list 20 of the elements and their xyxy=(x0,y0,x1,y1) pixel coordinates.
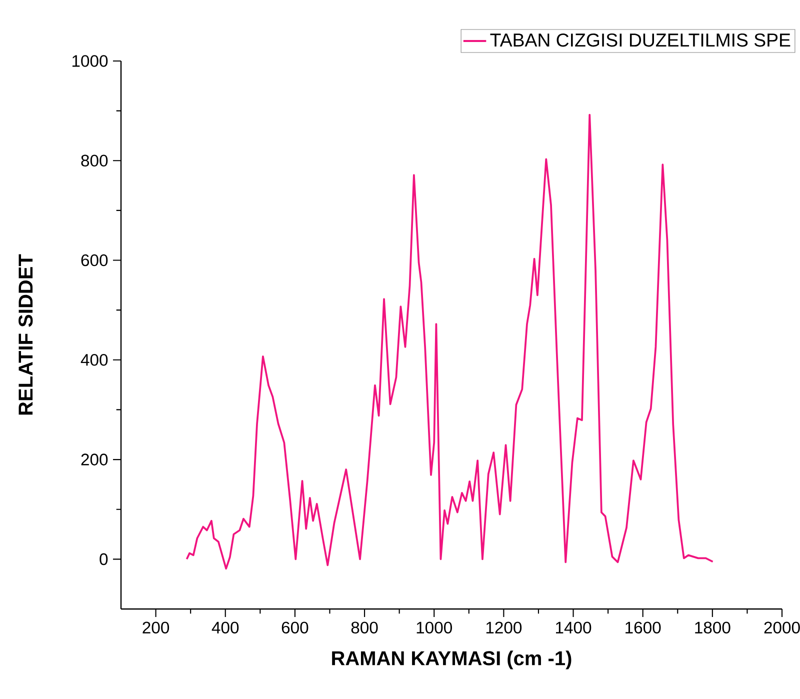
y-tick-label: 600 xyxy=(81,254,108,266)
y-tick-label: 800 xyxy=(81,154,108,167)
y-tick-label: 200 xyxy=(81,454,108,466)
x-tick-label: 1200 xyxy=(486,622,522,634)
x-axis-title: RAMAN KAYMASI (cm -1) xyxy=(332,650,572,670)
legend-label: TABAN CIZGISI DUZELTILMIS SPE xyxy=(490,33,790,47)
x-tick-label: 800 xyxy=(351,622,378,634)
x-tick-label: 200 xyxy=(142,622,170,634)
x-tick-label: 600 xyxy=(282,622,308,634)
y-tick-label: 400 xyxy=(80,354,108,366)
x-tick-label: 400 xyxy=(212,622,239,634)
x-tick-label: 1600 xyxy=(626,622,661,634)
x-tick-label: 1800 xyxy=(695,622,730,634)
y-axis-title: RELATIF SIDDET xyxy=(18,254,33,415)
x-tick-label: 2000 xyxy=(764,622,800,634)
x-tick-label: 1000 xyxy=(416,622,452,634)
y-tick-label: 1000 xyxy=(72,55,108,67)
line-series xyxy=(186,114,714,570)
y-tick-label: 0 xyxy=(100,553,108,566)
x-tick-label: 1400 xyxy=(556,622,592,634)
